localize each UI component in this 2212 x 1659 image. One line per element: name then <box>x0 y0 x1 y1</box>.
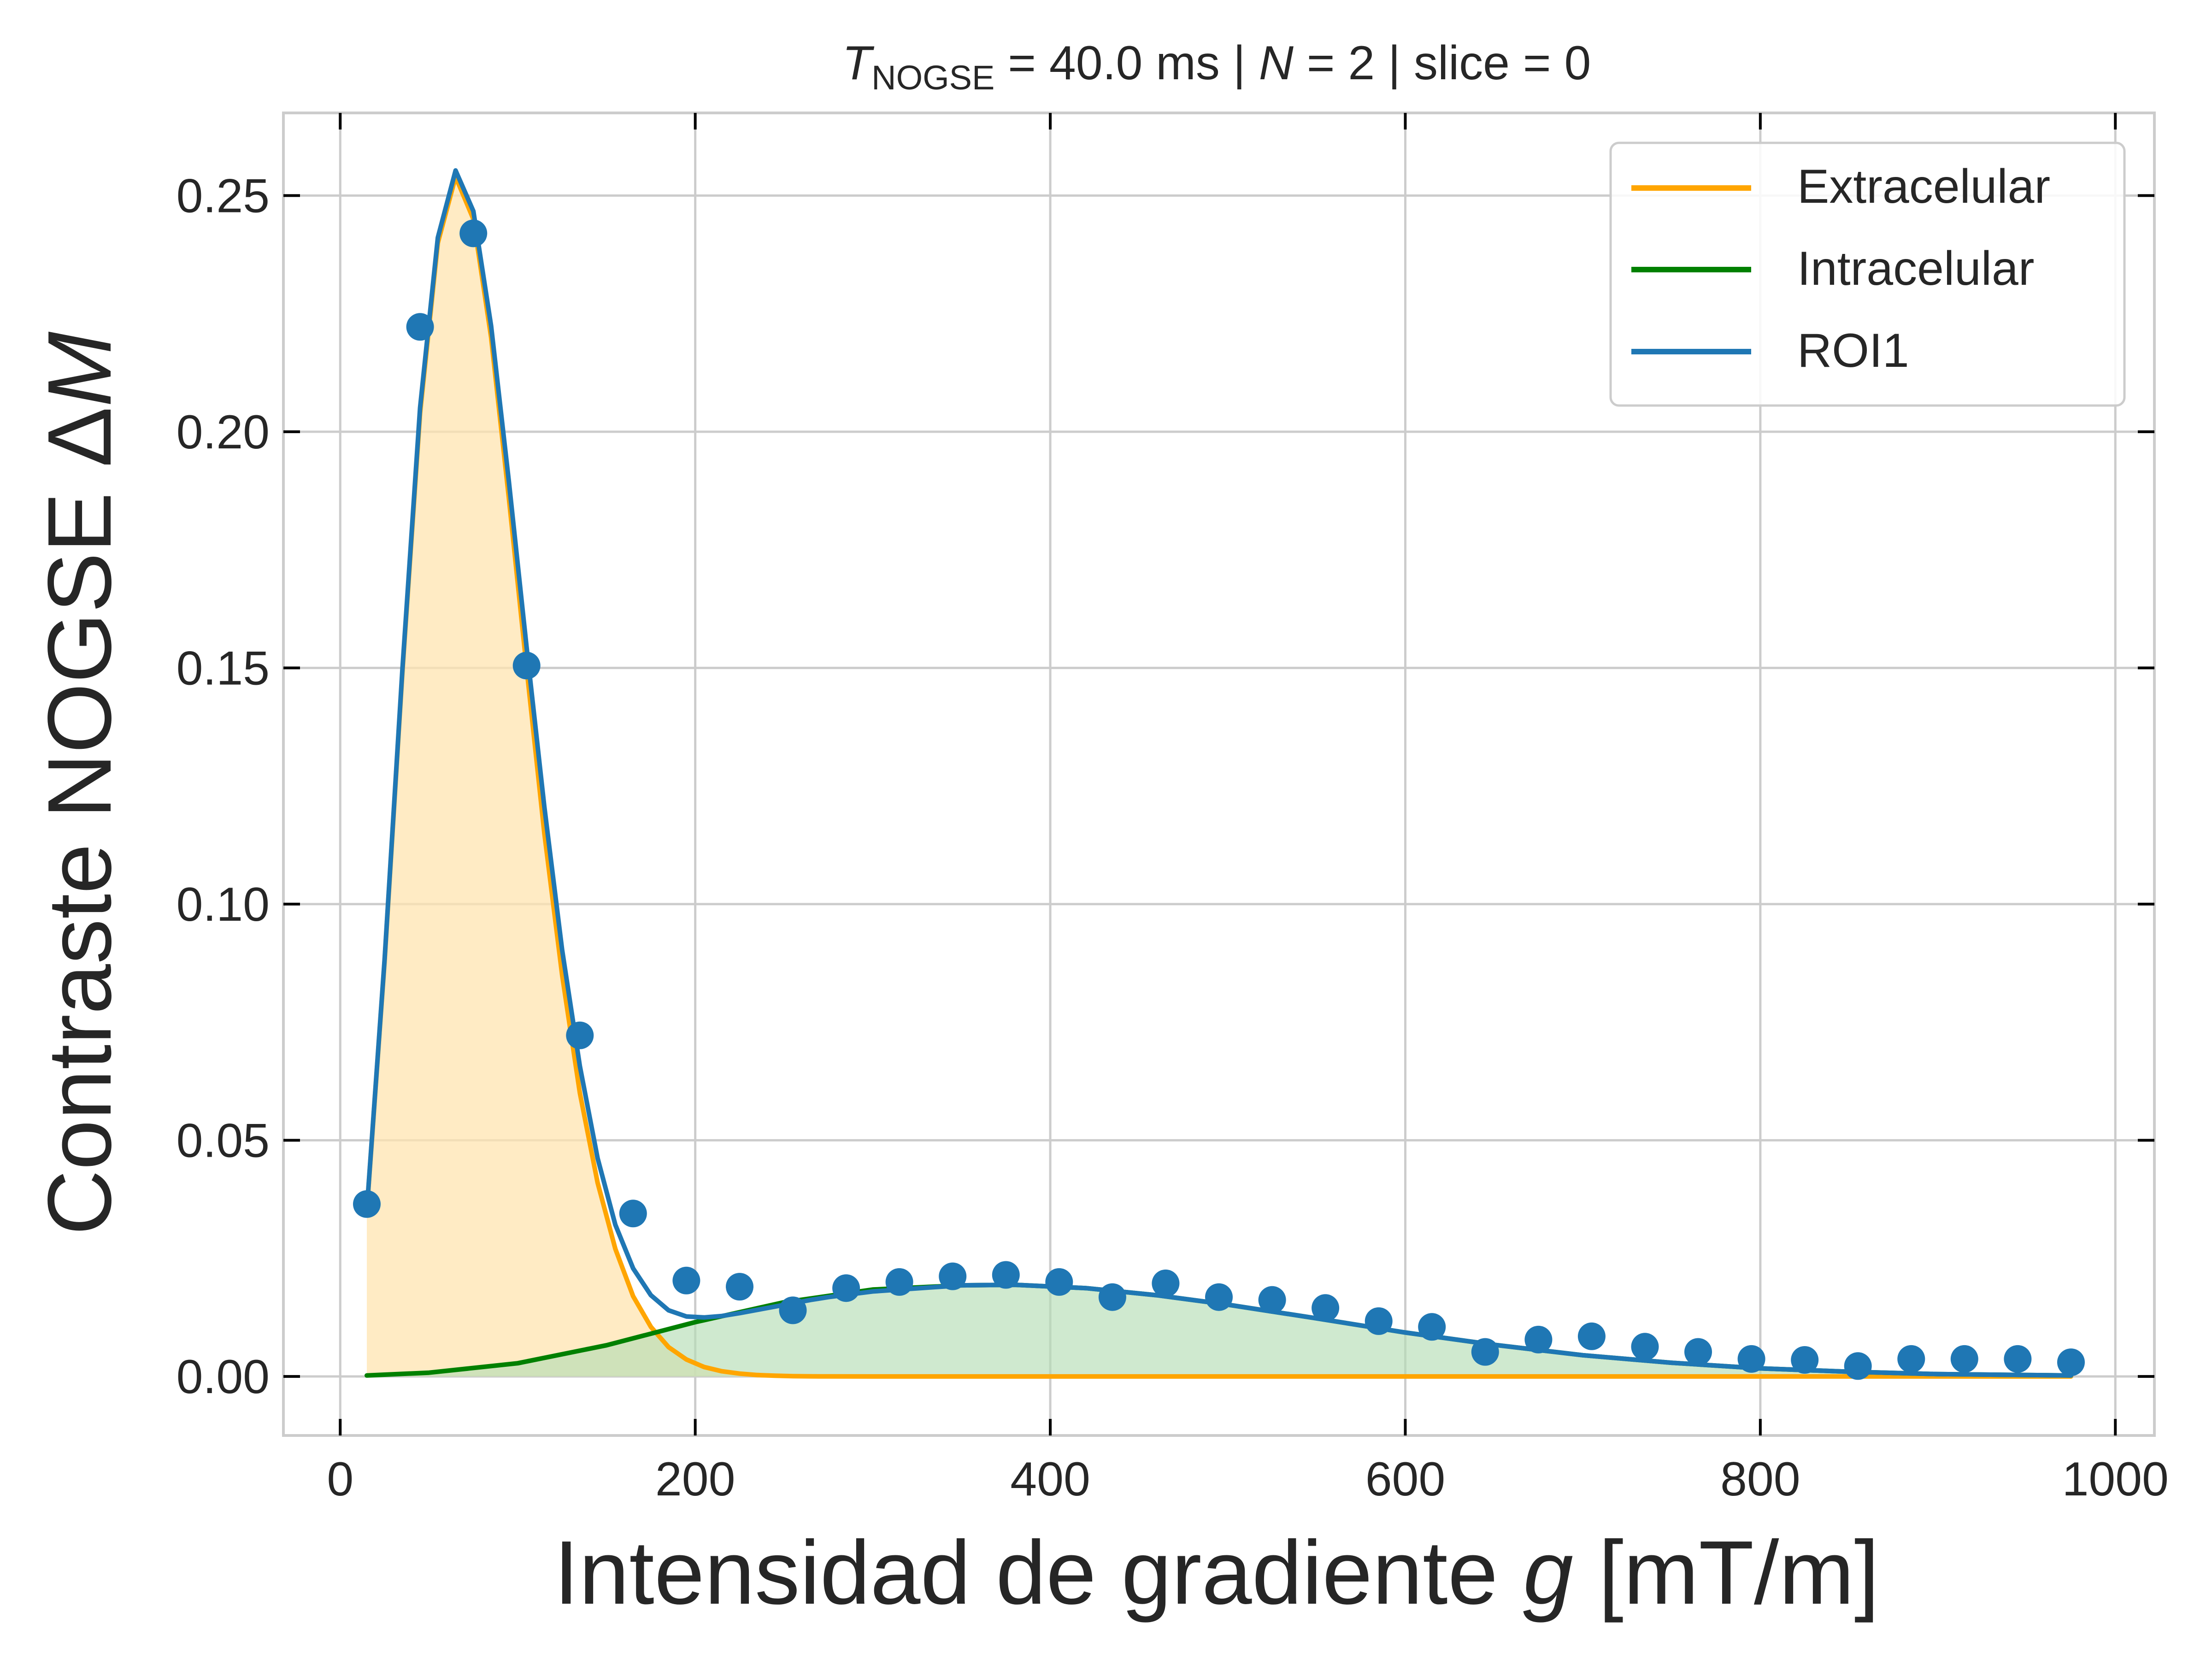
x-axis-label: Intensidad de gradiente g [mT/m] <box>554 1522 1879 1623</box>
point-roi1-22 <box>1524 1325 1553 1353</box>
point-roi1-32 <box>2057 1348 2085 1377</box>
point-roi1-8 <box>779 1296 807 1324</box>
point-roi1-17 <box>1258 1286 1286 1314</box>
legend-box <box>1609 141 2126 407</box>
x-tick-label-0: 0 <box>327 1453 353 1506</box>
point-roi1-9 <box>832 1274 860 1302</box>
x-tick-label-600: 600 <box>1365 1453 1446 1506</box>
point-roi1-21 <box>1471 1338 1499 1366</box>
point-roi1-6 <box>672 1266 700 1294</box>
point-roi1-7 <box>726 1273 753 1301</box>
x-tick-label-1000: 1000 <box>2062 1453 2169 1506</box>
point-roi1-25 <box>1684 1338 1712 1366</box>
x-tick-label-200: 200 <box>655 1453 735 1506</box>
x-tick-label-800: 800 <box>1720 1453 1800 1506</box>
y-tick-label-0: 0.00 <box>176 1350 270 1404</box>
chart-title: TNOGSE = 40.0 ms | N = 2 | slice = 0 <box>842 36 1591 97</box>
line-roi1 <box>365 168 2073 1378</box>
y-axis-label: Contraste NOGSE ΔM <box>29 331 130 1235</box>
plot-frame <box>282 112 2156 1437</box>
y-tick-label-3: 0.15 <box>176 641 270 695</box>
point-roi1-12 <box>992 1261 1020 1289</box>
point-roi1-5 <box>619 1200 647 1228</box>
title-part1: = 40.0 ms | <box>994 36 1259 90</box>
point-roi1-15 <box>1152 1269 1180 1297</box>
point-roi1-24 <box>1631 1333 1659 1361</box>
point-roi1-11 <box>939 1262 967 1290</box>
y-tick-label-5: 0.25 <box>176 169 270 223</box>
point-roi1-3 <box>512 652 541 680</box>
point-roi1-2 <box>459 219 488 247</box>
title-n-symbol: N <box>1259 36 1294 90</box>
point-roi1-30 <box>1950 1345 1978 1373</box>
area-extracelular <box>367 176 2071 1377</box>
legend-label-extracelular: Extracelular <box>1797 160 2050 213</box>
tick-labels: 0 200 400 600 800 1000 0.00 0.05 0.10 0.15 0.20 0.2… <box>176 169 2169 1506</box>
point-roi1-16 <box>1205 1283 1233 1311</box>
x-axis-label-unit: [mT/m] <box>1573 1522 1879 1623</box>
y-tick-label-2: 0.10 <box>176 878 270 931</box>
y-axis-label-text: Contraste NOGSE Δ <box>29 407 130 1235</box>
y-axis-label-symbol: M <box>29 331 130 407</box>
point-roi1-13 <box>1045 1268 1073 1296</box>
curves <box>365 168 2073 1379</box>
point-roi1-28 <box>1844 1352 1872 1380</box>
points <box>353 219 2085 1380</box>
point-roi1-23 <box>1577 1322 1606 1350</box>
point-roi1-1 <box>406 313 434 341</box>
point-roi1-10 <box>885 1268 913 1296</box>
x-axis-label-symbol: g <box>1523 1522 1573 1623</box>
point-roi1-27 <box>1791 1346 1819 1374</box>
point-roi1-19 <box>1365 1307 1393 1335</box>
point-roi1-29 <box>1897 1345 1925 1373</box>
x-tick-label-400: 400 <box>1010 1453 1090 1506</box>
point-roi1-31 <box>2004 1345 2032 1373</box>
title-symbol: T <box>842 36 875 90</box>
point-roi1-26 <box>1737 1345 1765 1373</box>
line-extracelular <box>365 174 2073 1379</box>
y-tick-label-1: 0.05 <box>176 1114 270 1167</box>
legend-label-intracelular: Intracelular <box>1797 242 2034 295</box>
title-part2: = 2 | slice = 0 <box>1294 36 1591 90</box>
point-roi1-18 <box>1312 1294 1340 1322</box>
ticks <box>283 113 2154 1435</box>
point-roi1-14 <box>1098 1283 1126 1311</box>
legend-label-roi1: ROI1 <box>1797 324 1909 377</box>
x-axis-label-text: Intensidad de gradiente <box>554 1522 1523 1623</box>
legend: Extracelular Intracelular ROI1 <box>1609 141 2126 407</box>
y-tick-label-4: 0.20 <box>176 406 270 459</box>
point-roi1-4 <box>566 1021 594 1049</box>
point-roi1-20 <box>1418 1313 1446 1341</box>
point-roi1-0 <box>353 1190 381 1218</box>
title-subscript: NOGSE <box>871 59 994 97</box>
